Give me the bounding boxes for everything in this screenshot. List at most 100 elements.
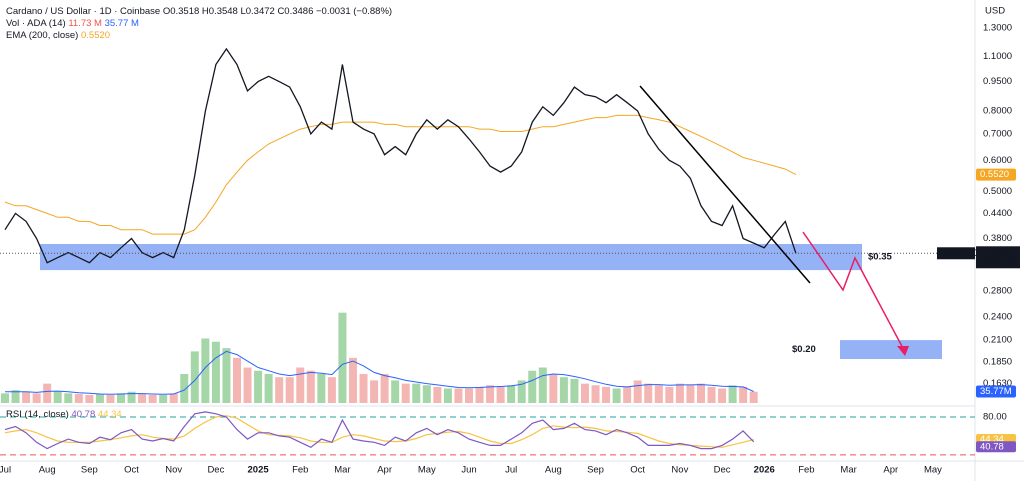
price-tag-label: 0.5520 xyxy=(980,169,1009,180)
volume-bar xyxy=(496,386,505,403)
x-tick-label: May xyxy=(924,465,942,476)
volume-bar xyxy=(517,380,526,403)
price-tag xyxy=(976,385,1016,398)
volume-bar xyxy=(707,386,716,403)
volume-bar xyxy=(412,383,421,403)
x-tick-label: Sep xyxy=(81,465,98,476)
volume-bar xyxy=(116,393,125,403)
volume-bar xyxy=(11,390,20,403)
volume-bar xyxy=(370,380,379,403)
countdown: 09:20:14 xyxy=(980,257,1017,268)
x-tick-label: Aug xyxy=(545,465,562,476)
volume-bar xyxy=(254,370,263,403)
x-tick-label: Dec xyxy=(714,465,731,476)
volume-bar xyxy=(264,373,273,403)
volume-bar xyxy=(380,373,389,403)
legend-value: 35.77 M xyxy=(105,18,139,29)
x-tick-label: 2025 xyxy=(248,465,270,476)
x-tick-label: Aug xyxy=(39,465,56,476)
volume-bar xyxy=(718,388,727,403)
volume-bar xyxy=(74,393,83,403)
volume-bar xyxy=(665,386,674,403)
ema-legend: EMA (200, close) 0.5520 xyxy=(6,30,110,41)
volume-bar xyxy=(22,391,31,403)
volume-bar xyxy=(570,378,579,403)
legend-name: Vol · ADA (14) xyxy=(6,18,66,29)
y-tick-label: 0.5000 xyxy=(983,186,1012,197)
y-tick-label: 0.2800 xyxy=(983,285,1012,296)
volume-bar xyxy=(232,357,241,403)
volume-bar xyxy=(686,385,695,403)
legend-value: 40.78 xyxy=(71,409,95,420)
volume-bar xyxy=(190,351,199,403)
x-tick-label: Mar xyxy=(334,465,350,476)
ohlc: O0.3518 H0.3548 L0.3472 C0.3486 −0.0031 … xyxy=(163,6,392,17)
x-tick-label: Nov xyxy=(165,465,182,476)
volume-bar xyxy=(95,393,104,403)
legend-name: EMA (200, close) xyxy=(6,30,78,41)
y-tick-label: 0.6000 xyxy=(983,155,1012,166)
price-tag-label: 40.78 xyxy=(980,441,1004,452)
volume-bar xyxy=(433,386,442,403)
volume-bar xyxy=(1,393,9,403)
legend-value: 0.5520 xyxy=(81,30,110,41)
volume-bar xyxy=(675,383,684,403)
rsi-line xyxy=(4,411,755,450)
y-tick-label: 0.2100 xyxy=(983,335,1012,346)
ema-line xyxy=(4,114,797,235)
volume-bar xyxy=(106,394,115,403)
volume-bar xyxy=(507,385,516,403)
rsi-tick-label: 80.00 xyxy=(983,411,1007,422)
volume-bar xyxy=(549,373,558,403)
x-tick-label: 2026 xyxy=(754,465,775,476)
volume-bar xyxy=(696,383,705,403)
volume-bar xyxy=(138,393,147,403)
volume-bar xyxy=(749,391,758,403)
volume-bar xyxy=(486,385,495,403)
x-tick-label: Jun xyxy=(461,465,476,476)
price-tag xyxy=(976,441,1016,453)
x-tick-label: Mar xyxy=(840,465,856,476)
volume-bar xyxy=(401,383,410,403)
trend-line xyxy=(639,85,811,284)
x-tick-label: Jul xyxy=(505,465,517,476)
volume-bar xyxy=(148,394,157,403)
volume-ma-line xyxy=(5,350,754,395)
symbol-tag xyxy=(937,247,975,260)
y-tick-label: 1.3000 xyxy=(983,22,1012,33)
volume-bar xyxy=(159,394,168,403)
volume-bar xyxy=(222,348,231,403)
price-tag xyxy=(976,168,1016,181)
y-tick-label: 0.4400 xyxy=(983,208,1012,219)
price-tag-label: 44.34 xyxy=(980,434,1004,445)
volume-bar xyxy=(591,385,600,403)
y-tick-label: 0.8000 xyxy=(983,106,1012,117)
volume-bar xyxy=(623,386,632,403)
volume-bar xyxy=(32,393,41,403)
volume-bar xyxy=(654,385,663,403)
volume-bar xyxy=(422,385,431,403)
symbol-title: Cardano / US Dollar · 1D · Coinbase xyxy=(6,6,160,17)
volume-bar xyxy=(211,341,220,403)
volume-bar xyxy=(612,388,621,403)
volume-bar xyxy=(64,393,73,403)
zone-label: $0.20 xyxy=(792,344,816,355)
volume-bar xyxy=(538,367,547,403)
volume-bar xyxy=(201,338,210,403)
last-price-label: 0.3486 xyxy=(980,247,1009,258)
x-tick-label: Apr xyxy=(883,465,898,476)
currency: USD xyxy=(985,6,1005,17)
x-tick-label: Oct xyxy=(630,465,645,476)
volume-bar xyxy=(644,383,653,403)
price-tag-label: 35.77M xyxy=(980,386,1012,397)
x-tick-label: Nov xyxy=(671,465,688,476)
x-tick-label: Feb xyxy=(798,465,814,476)
volume-bar xyxy=(285,377,294,403)
legend-value: 11.73 M xyxy=(68,18,102,29)
price-line xyxy=(4,47,797,264)
volume-bar xyxy=(728,385,737,403)
volume-bar xyxy=(739,386,748,403)
volume-bar xyxy=(391,380,400,403)
volume-bar xyxy=(317,373,326,403)
